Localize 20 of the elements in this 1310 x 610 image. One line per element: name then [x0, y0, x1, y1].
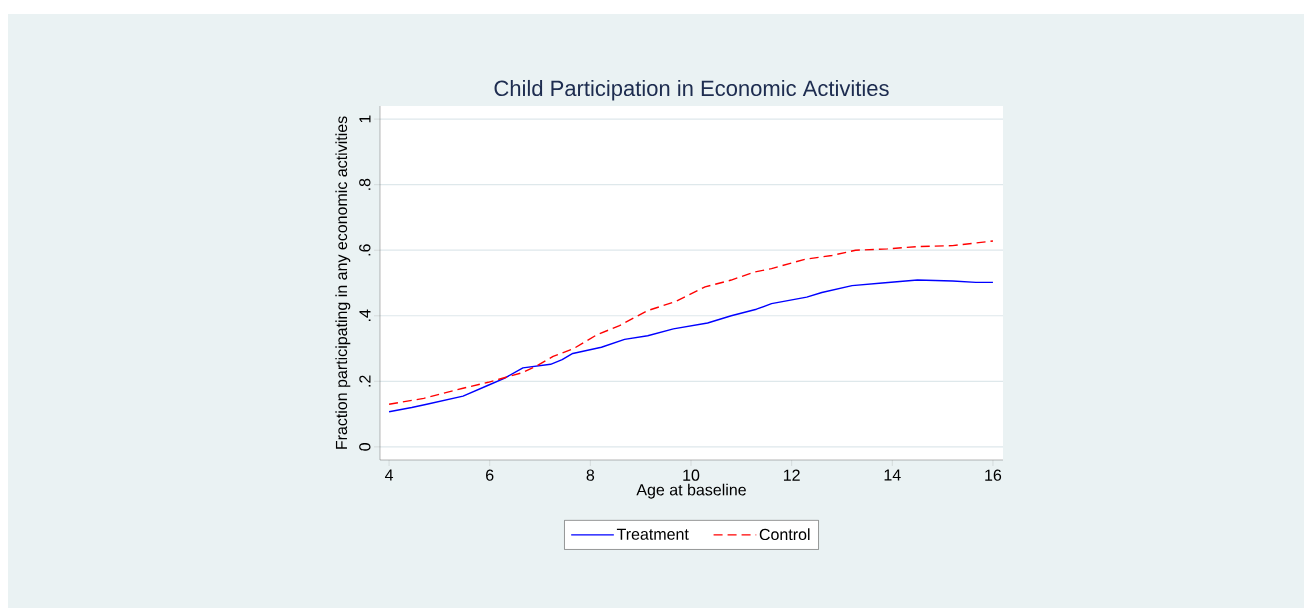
y-tick-label: .6: [359, 244, 371, 256]
x-tick-label: 12: [783, 469, 800, 481]
x-axis-title: Age at baseline: [636, 483, 746, 499]
chart-title: Child Participation in Economic Activities: [494, 79, 889, 101]
legend-label: Treatment: [616, 528, 689, 540]
y-tick-label: .4: [359, 309, 371, 321]
x-tick-label: 10: [683, 469, 700, 481]
x-tick-label: 14: [884, 469, 901, 481]
y-tick-label: .8: [359, 178, 371, 190]
y-axis-title: Fraction participating in any economic activities: [335, 116, 351, 449]
y-tick-label: .2: [359, 375, 371, 387]
x-tick-label: 16: [985, 469, 1002, 481]
y-tick-label: 1: [359, 115, 371, 123]
x-tick-label: 6: [486, 469, 494, 481]
legend-label: Control: [759, 528, 810, 541]
y-tick-label: 0: [359, 443, 371, 451]
x-tick-label: 4: [384, 469, 394, 481]
line-series: [388, 279, 994, 413]
x-tick-label: 8: [586, 469, 595, 481]
line-series: [388, 240, 994, 405]
